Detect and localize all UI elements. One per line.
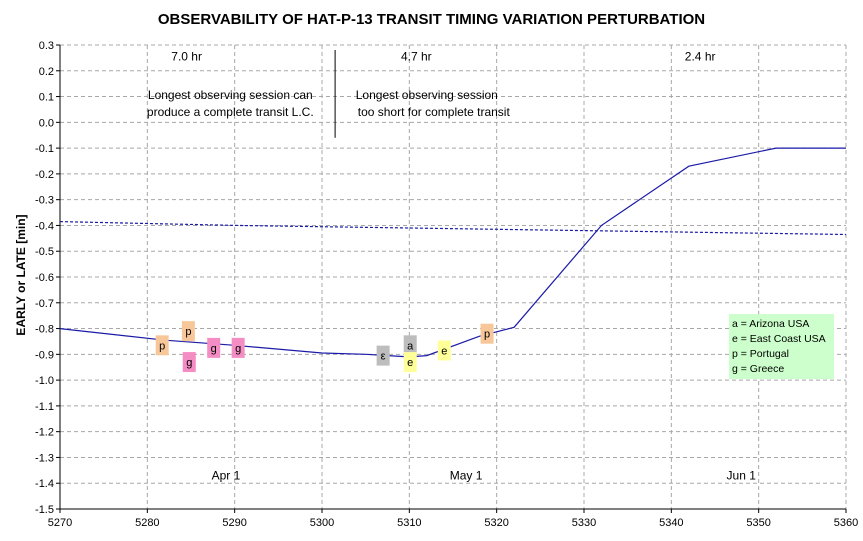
y-tick-label: 0.2 — [39, 66, 54, 78]
y-tick-label: -0.9 — [35, 349, 54, 361]
y-tick-label: -1.5 — [35, 504, 54, 516]
marker-p-label: p — [484, 329, 490, 341]
x-tick-label: 5330 — [572, 517, 596, 529]
tth-chart: ppgg gεaeep 7.0 hr 4.7 hr 2.4 hrLongest obs… — [0, 0, 863, 541]
y-tick-label: 0.1 — [39, 92, 54, 104]
marker-g-label: g — [211, 343, 217, 355]
y-tick-label: -1.4 — [35, 478, 54, 490]
y-tick-label: -0.8 — [35, 324, 54, 336]
legend-entry: g = Greece — [732, 363, 784, 375]
y-tick-label: -0.1 — [35, 143, 54, 155]
x-tick-label: 5280 — [135, 517, 159, 529]
y-tick-label: -1.2 — [35, 427, 54, 439]
y-tick-label: -0.5 — [35, 246, 54, 258]
marker-g-label: g — [186, 357, 192, 369]
annotation-text: Longest observing session — [356, 88, 498, 102]
marker-e-label: e — [407, 357, 413, 369]
y-tick-label: 0.3 — [39, 40, 54, 52]
ttv-series-line — [60, 148, 846, 357]
y-tick-label: -0.2 — [35, 169, 54, 181]
dashed-series-line — [60, 222, 846, 235]
y-axis-label: EARLY or LATE [min] — [14, 214, 28, 335]
marker-p-label: p — [159, 340, 165, 352]
annotation-text: May 1 — [450, 468, 483, 482]
legend: a = Arizona USA e = East Coast USA p = Por… — [729, 314, 834, 379]
y-tick-label: -0.4 — [35, 220, 54, 232]
annotation-text: 2.4 hr — [685, 49, 716, 63]
marker-g-label: g — [235, 343, 241, 355]
annotation-text: produce a complete transit L.C. — [147, 105, 314, 119]
legend-entry: a = Arizona USA — [732, 318, 809, 330]
annotation-text: 4.7 hr — [401, 49, 432, 63]
y-tick-label: 0.0 — [39, 117, 54, 129]
series — [60, 148, 846, 357]
x-tick-label: 5320 — [484, 517, 508, 529]
annotation-text: 7.0 hr — [171, 49, 202, 63]
marker-p-label: p — [185, 326, 191, 338]
y-tick-label: -0.3 — [35, 195, 54, 207]
x-tick-label: 5310 — [397, 517, 421, 529]
marker-e-label: e — [441, 345, 447, 357]
x-tick-label: 5350 — [746, 517, 770, 529]
x-tick-label: 5360 — [834, 517, 858, 529]
x-tick-label: 5340 — [659, 517, 683, 529]
annotations: 7.0 hr 4.7 hr 2.4 hr Longest observing sess… — [147, 49, 756, 482]
annotation-text: Longest observing session can — [148, 88, 313, 102]
x-tick-label: 5270 — [48, 517, 72, 529]
y-tick-label: -1.1 — [35, 401, 54, 413]
x-tick-label: 5290 — [222, 517, 246, 529]
y-tick-label: -0.7 — [35, 298, 54, 310]
legend-entry: e = East Coast USA — [732, 333, 826, 345]
y-tick-label: -0.6 — [35, 272, 54, 284]
marker-a-label: a — [407, 340, 414, 352]
x-tick-label: 5300 — [310, 517, 334, 529]
legend-entry: p = Portugal — [732, 348, 789, 360]
y-tick-label: -1.3 — [35, 452, 54, 464]
annotation-text: Jun 1 — [727, 468, 757, 482]
marker-ε-label: ε — [381, 351, 386, 363]
y-tick-label: -1.0 — [35, 375, 54, 387]
annotation-text: too short for complete transit — [358, 105, 511, 119]
annotation-text: Apr 1 — [212, 468, 241, 482]
